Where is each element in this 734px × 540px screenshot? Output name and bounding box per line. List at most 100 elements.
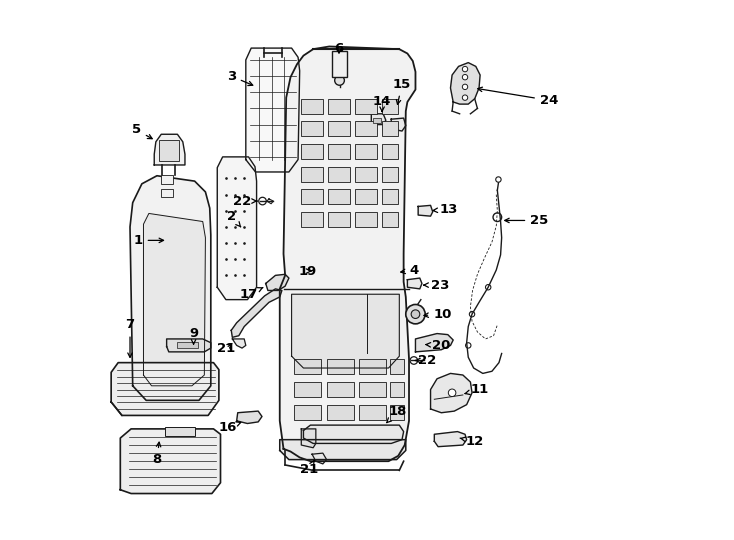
- Polygon shape: [312, 453, 327, 464]
- Bar: [301, 122, 323, 137]
- Bar: [327, 360, 354, 375]
- Text: 8: 8: [153, 442, 161, 466]
- Bar: [355, 166, 377, 181]
- Polygon shape: [231, 289, 282, 338]
- Bar: [301, 166, 323, 181]
- Text: 11: 11: [465, 383, 490, 396]
- Text: 7: 7: [126, 319, 134, 357]
- Bar: [301, 99, 323, 114]
- Circle shape: [448, 389, 456, 396]
- Text: 22: 22: [233, 194, 257, 207]
- Bar: [390, 360, 404, 375]
- Bar: [359, 382, 386, 397]
- Text: 18: 18: [387, 404, 407, 423]
- Circle shape: [469, 312, 475, 317]
- Text: 2: 2: [227, 210, 241, 227]
- Text: 1: 1: [134, 234, 164, 247]
- Circle shape: [406, 305, 425, 324]
- Bar: [359, 404, 386, 420]
- Text: 25: 25: [505, 214, 548, 227]
- Bar: [327, 404, 354, 420]
- Polygon shape: [154, 134, 185, 165]
- Circle shape: [495, 177, 501, 182]
- Text: 6: 6: [335, 42, 344, 55]
- Circle shape: [410, 357, 418, 364]
- Polygon shape: [418, 205, 433, 216]
- Polygon shape: [303, 425, 404, 443]
- Polygon shape: [435, 431, 467, 447]
- Text: 21: 21: [217, 342, 235, 355]
- Polygon shape: [130, 176, 211, 400]
- Circle shape: [465, 343, 471, 348]
- Text: 16: 16: [219, 421, 241, 434]
- Bar: [294, 404, 321, 420]
- Text: 24: 24: [478, 87, 559, 107]
- Text: 4: 4: [401, 264, 419, 276]
- Text: 12: 12: [460, 435, 484, 448]
- Circle shape: [462, 95, 468, 100]
- Bar: [355, 99, 377, 114]
- Bar: [328, 144, 350, 159]
- Circle shape: [462, 84, 468, 90]
- Text: 5: 5: [132, 124, 152, 139]
- Bar: [382, 122, 399, 137]
- Polygon shape: [301, 429, 316, 448]
- Polygon shape: [120, 429, 220, 494]
- Bar: [328, 166, 350, 181]
- Text: 22: 22: [415, 354, 437, 367]
- Polygon shape: [407, 278, 422, 289]
- Polygon shape: [233, 339, 246, 348]
- Polygon shape: [266, 274, 289, 291]
- Circle shape: [462, 75, 468, 80]
- Circle shape: [335, 76, 344, 85]
- Bar: [161, 188, 173, 197]
- Polygon shape: [143, 213, 206, 386]
- Polygon shape: [111, 363, 219, 415]
- Circle shape: [485, 285, 491, 290]
- Text: 21: 21: [299, 460, 318, 476]
- Polygon shape: [217, 157, 257, 300]
- Text: 14: 14: [373, 96, 391, 112]
- Bar: [382, 144, 399, 159]
- Text: 10: 10: [424, 308, 451, 321]
- Polygon shape: [451, 63, 480, 104]
- Bar: [390, 404, 404, 420]
- Polygon shape: [391, 118, 406, 131]
- Text: 19: 19: [299, 265, 317, 278]
- Bar: [159, 140, 179, 161]
- Circle shape: [462, 66, 468, 72]
- Bar: [178, 342, 198, 348]
- Bar: [327, 382, 354, 397]
- Bar: [382, 212, 399, 227]
- Bar: [355, 122, 377, 137]
- Text: 15: 15: [393, 78, 411, 104]
- Bar: [328, 189, 350, 204]
- Bar: [328, 122, 350, 137]
- Polygon shape: [291, 294, 399, 368]
- Bar: [382, 166, 399, 181]
- Polygon shape: [431, 374, 472, 413]
- Polygon shape: [280, 46, 415, 461]
- Text: 20: 20: [426, 339, 451, 352]
- Polygon shape: [167, 339, 211, 352]
- Bar: [294, 360, 321, 375]
- Bar: [355, 212, 377, 227]
- Polygon shape: [415, 334, 453, 352]
- Polygon shape: [371, 114, 386, 125]
- Bar: [161, 175, 173, 184]
- Bar: [359, 360, 386, 375]
- Text: 23: 23: [424, 279, 449, 292]
- Text: 13: 13: [433, 203, 458, 216]
- Bar: [165, 427, 195, 436]
- Text: 9: 9: [189, 327, 198, 344]
- Polygon shape: [236, 411, 262, 423]
- Polygon shape: [246, 48, 299, 172]
- Circle shape: [259, 197, 266, 205]
- Bar: [294, 382, 321, 397]
- Bar: [301, 212, 323, 227]
- Circle shape: [493, 213, 501, 221]
- Bar: [382, 189, 399, 204]
- Bar: [328, 99, 350, 114]
- Bar: [301, 144, 323, 159]
- Circle shape: [411, 310, 420, 319]
